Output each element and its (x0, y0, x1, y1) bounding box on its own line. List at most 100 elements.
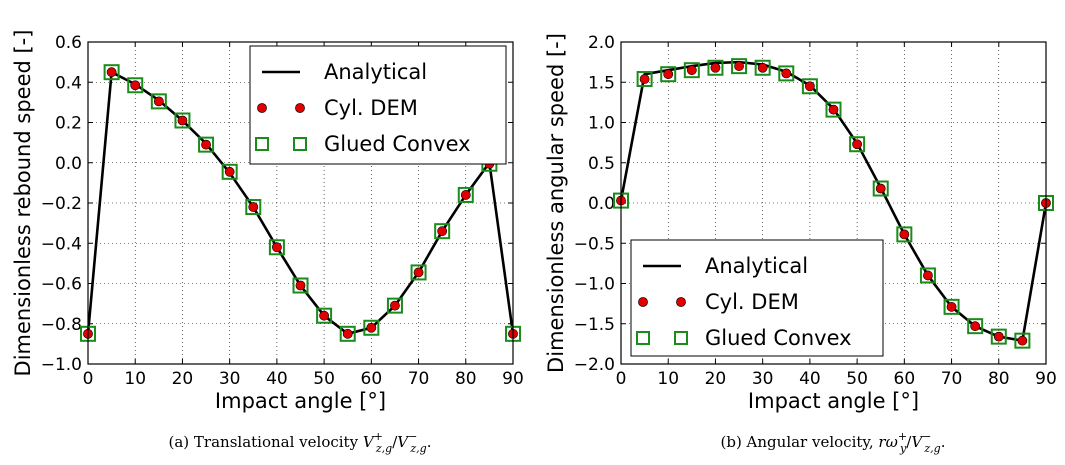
data-point-square (386, 297, 403, 314)
data-point-dot (804, 81, 815, 92)
chart-b: 0 10 20 30 40 50 60 70 80 90−2.0−1.5−1.0−0.50.00.… (544, 33, 1057, 455)
data-point-dot (946, 301, 957, 312)
data-point-square (943, 298, 960, 315)
data-point-square (410, 264, 427, 281)
data-point-square (707, 59, 724, 76)
caption-sup: − (922, 430, 931, 443)
caption-sub: z,g (375, 442, 392, 455)
data-point-dot (201, 139, 211, 150)
x-tick-label: 50 (313, 369, 335, 389)
x-tick-label: 60 (361, 369, 383, 389)
data-point-dot (295, 280, 306, 291)
legend: Analytical Cyl. DEM Glued Convex (249, 45, 507, 165)
x-tick-label: 10 (657, 369, 679, 389)
x-tick-label: 40 (799, 369, 821, 389)
y-tick-label: −0.8 (41, 315, 82, 335)
data-point-dot (342, 328, 353, 339)
legend-label: Analytical (324, 60, 427, 84)
x-tick-label: 30 (219, 369, 241, 389)
legend-label: Glued Convex (324, 132, 471, 156)
y-tick-label: −0.5 (574, 234, 615, 254)
legend-dot-marker (257, 103, 267, 113)
caption-text: . (941, 433, 946, 451)
data-point-square (636, 71, 653, 88)
y-tick-label: 1.5 (588, 73, 615, 93)
caption-var: V (911, 433, 924, 451)
data-point-square (339, 325, 356, 342)
data-point-dot (224, 166, 235, 177)
data-point-square (457, 186, 474, 203)
y-tick-label: −0.4 (41, 234, 82, 254)
caption-sup: − (408, 430, 417, 443)
x-tick-label: 90 (502, 369, 524, 389)
data-point-dot (460, 190, 471, 200)
data-point-dot (177, 115, 188, 126)
caption-text: / (392, 433, 398, 451)
series-cyl-dem (616, 61, 1051, 346)
data-point-dot (366, 322, 377, 333)
data-point-square (316, 307, 333, 324)
caption-var: rω (878, 433, 897, 451)
caption-sub: y (899, 442, 907, 455)
series-cyl-dem (83, 67, 518, 339)
data-point-dot (757, 62, 768, 73)
y-tick-label: 0.6 (55, 33, 82, 53)
y-tick-label: −0.6 (41, 275, 82, 295)
data-point-dot (663, 69, 674, 80)
x-tick-label: 30 (752, 369, 774, 389)
y-tick-label: 0.0 (588, 194, 615, 214)
data-point-dot (710, 62, 721, 73)
legend: Analytical Cyl. DEM Glued Convex (630, 239, 884, 357)
caption: (a) Translational velocity V+ z,g/V− z,g. (169, 430, 432, 455)
data-point-dot (106, 67, 117, 78)
caption-text: . (427, 433, 432, 451)
data-point-square (268, 239, 285, 256)
x-tick-label: 80 (988, 369, 1010, 389)
data-point-square (754, 59, 771, 76)
x-tick-label: 0 (616, 369, 627, 389)
caption-text: (b) Angular velocity, (720, 433, 878, 451)
data-point-dot (639, 74, 650, 84)
data-point-square (967, 318, 984, 335)
data-point-square (245, 199, 262, 216)
caption-text: / (906, 433, 912, 451)
legend-label: Cyl. DEM (324, 96, 418, 120)
data-point-square (127, 77, 144, 94)
x-tick-label: 20 (705, 369, 727, 389)
data-point-square (990, 328, 1007, 345)
y-axis-label: Dimensionless angular speed [-] (544, 33, 568, 373)
data-point-square (363, 319, 380, 336)
legend-square-marker (255, 137, 269, 151)
data-point-dot (437, 226, 448, 237)
data-point-square (872, 180, 889, 197)
data-point-dot (734, 61, 744, 72)
legend-square-marker (674, 331, 688, 345)
x-tick-label: 20 (172, 369, 194, 389)
data-point-dot (130, 80, 141, 91)
legend-dot-marker (676, 297, 686, 307)
data-point-dot (153, 96, 164, 107)
data-point-square (731, 58, 748, 75)
data-point-square (174, 112, 191, 129)
data-point-dot (970, 321, 981, 332)
legend-label: Glued Convex (705, 326, 852, 350)
data-point-square (849, 136, 866, 153)
y-tick-label: 2.0 (588, 33, 615, 53)
data-point-square (1014, 332, 1031, 349)
data-point-square (896, 226, 913, 243)
x-tick-label: 10 (124, 369, 146, 389)
data-point-square (683, 62, 700, 79)
y-tick-label: −2.0 (574, 355, 615, 375)
data-point-dot (781, 68, 792, 79)
data-point-dot (828, 104, 839, 115)
y-axis-label: Dimensionless rebound speed [-] (11, 30, 35, 377)
data-point-square (660, 66, 677, 83)
data-point-square (778, 65, 795, 82)
plot-frame (87, 41, 514, 365)
chart-a: 0 10 20 30 40 50 60 70 80 90−1.0−0.8−0.6−0.4−0.20… (11, 30, 524, 455)
data-point-dot (686, 65, 697, 76)
y-tick-label: −1.5 (574, 315, 615, 335)
data-point-square (919, 267, 936, 284)
y-tick-label: 0.4 (55, 73, 82, 93)
